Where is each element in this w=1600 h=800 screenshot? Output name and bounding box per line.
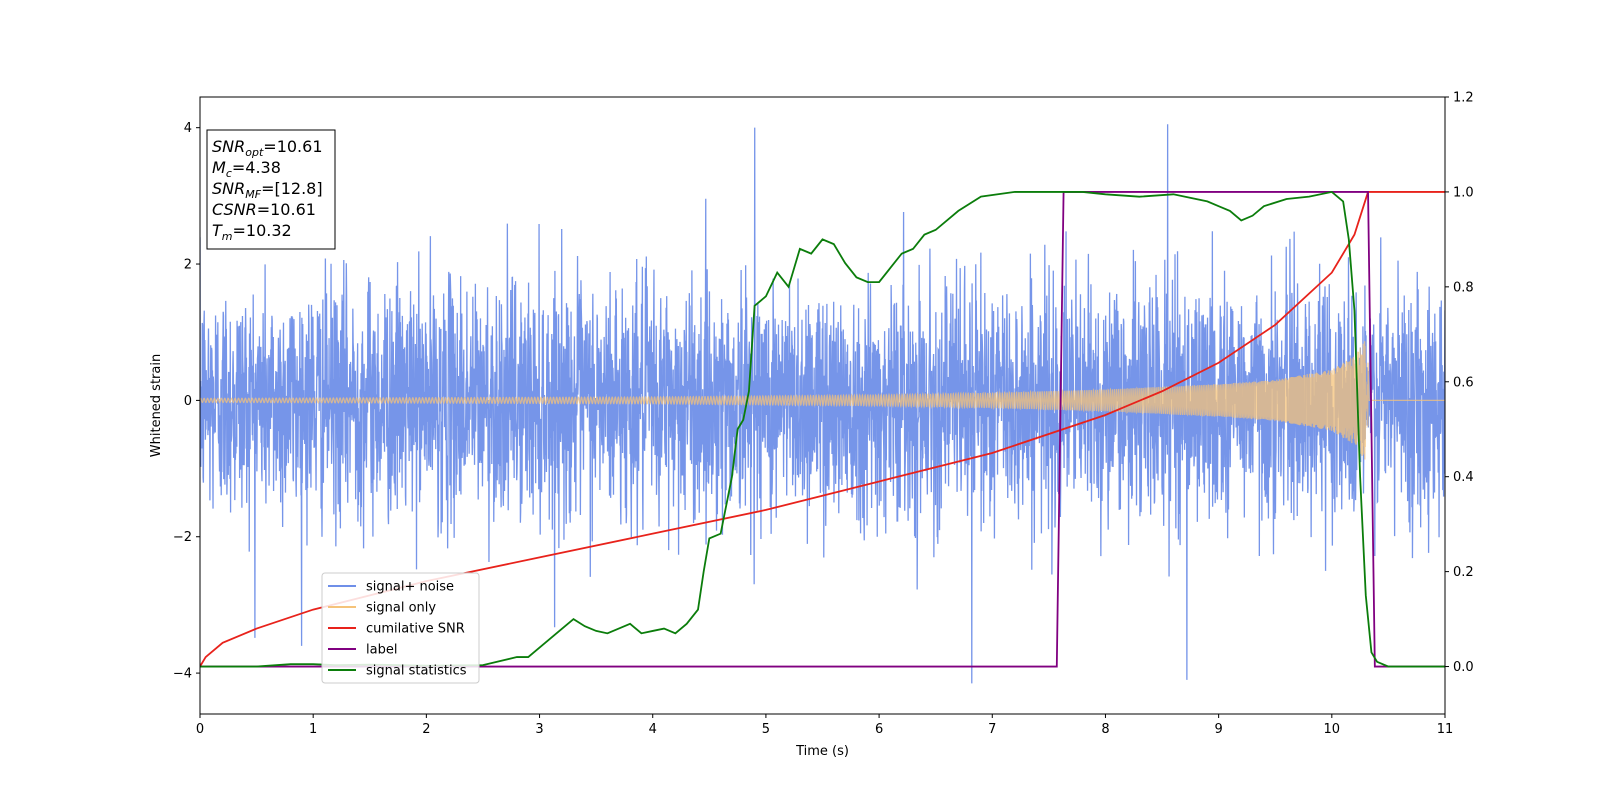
y-right-tick-label: 0.8 <box>1453 280 1474 295</box>
legend-entry-label: label <box>366 643 397 658</box>
x-tick-label: 1 <box>309 722 317 737</box>
y-right-tick-label: 0.4 <box>1453 470 1474 485</box>
info-subscript: m <box>222 230 233 243</box>
y-right-tick-label: 1.2 <box>1453 91 1474 106</box>
series-line-signal-noise <box>200 124 1445 684</box>
x-tick-label: 4 <box>649 722 657 737</box>
info-box-line: Mc=4.38 <box>212 158 281 180</box>
info-box-line: SNRopt=10.61 <box>212 137 323 159</box>
y-right-tick-label: 0.2 <box>1453 565 1474 580</box>
x-tick-label: 7 <box>988 722 996 737</box>
x-tick-label: 10 <box>1324 722 1341 737</box>
info-box-line: Tm=10.32 <box>212 221 292 243</box>
x-axis: 0 1 2 3 4 5 6 7 8 9 10 11 <box>196 714 1453 737</box>
info-symbol: M <box>212 158 226 177</box>
info-value: =4.38 <box>232 158 281 177</box>
y-axis-left: −4 −2 0 2 4 <box>173 121 200 682</box>
info-value: =[12.8] <box>261 179 323 198</box>
info-symbol: SNR <box>212 179 245 198</box>
legend-entry-label: cumilative SNR <box>366 622 465 637</box>
legend-entry-label: signal statistics <box>366 664 467 679</box>
info-value: =10.61 <box>263 137 322 156</box>
y-right-tick-label: 0.6 <box>1453 375 1474 390</box>
x-tick-label: 9 <box>1214 722 1222 737</box>
plot-frame <box>199 96 1446 715</box>
y-right-tick-label: 0.0 <box>1453 660 1474 675</box>
info-value: =10.61 <box>257 200 316 219</box>
x-tick-label: 5 <box>762 722 770 737</box>
plot-area <box>200 124 1445 684</box>
x-tick-label: 6 <box>875 722 883 737</box>
legend-entry-label: signal+ noise <box>366 580 454 595</box>
legend-entry-label: signal only <box>366 601 436 616</box>
series-line-signal-only <box>200 341 1445 460</box>
info-subscript: MF <box>245 188 261 201</box>
x-tick-label: 0 <box>196 722 204 737</box>
y-axis-left-label: Whitened strain <box>149 354 164 457</box>
x-tick-label: 8 <box>1101 722 1109 737</box>
info-symbol: SNR <box>212 137 245 156</box>
y-left-tick-label: 0 <box>184 394 192 409</box>
info-symbol: T <box>212 221 223 240</box>
info-symbol: CSNR <box>212 200 257 219</box>
legend: signal+ noise signal only cumilative SNR la… <box>321 572 480 684</box>
series-line-signal-statistics <box>200 190 1445 668</box>
y-axis-right: 0.0 0.2 0.4 0.6 0.8 1.0 1.2 <box>1445 91 1474 675</box>
x-tick-label: 2 <box>422 722 430 737</box>
y-right-tick-label: 1.0 <box>1453 185 1474 200</box>
legend-frame <box>321 572 480 684</box>
info-box-line: CSNR=10.61 <box>212 200 316 219</box>
y-left-tick-label: 4 <box>184 121 192 136</box>
info-value: =10.32 <box>233 221 292 240</box>
x-axis-label: Time (s) <box>795 744 849 759</box>
x-tick-label: 11 <box>1437 722 1454 737</box>
info-subscript: opt <box>245 146 264 159</box>
y-left-tick-label: −2 <box>173 530 192 545</box>
y-left-tick-label: 2 <box>184 258 192 273</box>
series-line-cumilative-snr <box>200 191 1445 668</box>
info-subscript: c <box>226 167 232 180</box>
info-box-line: SNRMF=[12.8] <box>212 179 323 201</box>
x-tick-label: 3 <box>535 722 543 737</box>
info-box: SNRopt=10.61Mc=4.38SNRMF=[12.8]CSNR=10.6… <box>206 129 336 250</box>
info-box-frame <box>206 129 336 250</box>
y-left-tick-label: −4 <box>173 667 192 682</box>
